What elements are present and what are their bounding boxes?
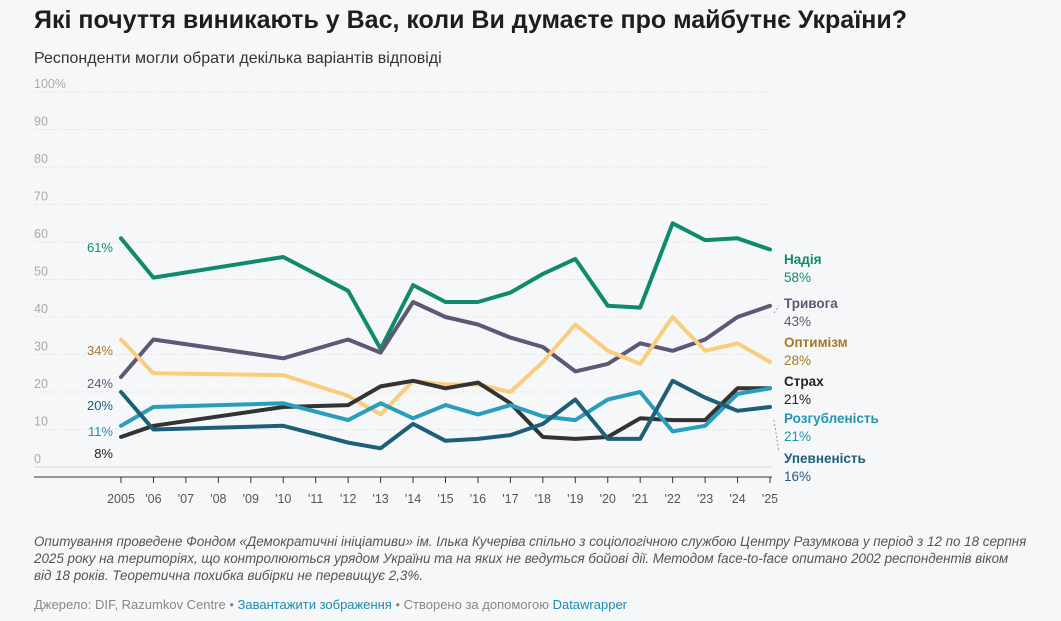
y-tick-label: 80 (34, 152, 48, 166)
start-value-label: 34% (87, 343, 113, 358)
download-image-link[interactable]: Завантажити зображення (237, 597, 392, 612)
x-tick-label: '06 (145, 492, 161, 506)
x-tick-label: '21 (632, 492, 648, 506)
series-name-label: Надія (784, 252, 821, 267)
x-tick-label: '09 (243, 492, 259, 506)
end-value-label: 58% (784, 270, 811, 285)
source-text: Джерело: DIF, Razumkov Centre (34, 597, 226, 612)
start-value-label: 11% (88, 424, 113, 439)
start-value-label: 8% (94, 446, 113, 461)
end-value-label: 21% (784, 429, 811, 444)
series-line (119, 300, 772, 379)
series-name-label: Упевненість (784, 451, 866, 466)
footer-separator: • (391, 597, 404, 612)
x-tick-label: '24 (729, 492, 745, 506)
y-tick-label: 20 (34, 377, 48, 391)
y-tick-label: 70 (34, 190, 48, 204)
x-tick-label: '16 (470, 492, 486, 506)
y-tick-label: 60 (34, 227, 48, 241)
x-tick-label: '10 (275, 492, 291, 506)
x-tick-label: '17 (502, 492, 518, 506)
x-tick-label: '08 (210, 492, 226, 506)
x-tick-label: '07 (178, 492, 194, 506)
end-value-label: 16% (784, 469, 811, 484)
x-tick-label: '19 (567, 492, 583, 506)
y-tick-label: 40 (34, 302, 48, 316)
start-value-label: 61% (87, 240, 113, 255)
series-line (119, 386, 772, 434)
x-tick-label: '20 (600, 492, 616, 506)
x-tick-label: '23 (697, 492, 713, 506)
x-tick-label: '25 (762, 492, 778, 506)
grid-layer: 0 10 20 30 40 50 60 70 80 90 100% 2005 '06 '07 '08 '09 '… (34, 77, 778, 506)
x-tick-label: 2005 (107, 492, 135, 506)
x-tick-label: '13 (372, 492, 388, 506)
series-name-label: Розгубленість (784, 411, 879, 426)
start-value-label: 20% (87, 398, 113, 413)
x-tick-label: '18 (535, 492, 551, 506)
y-tick-label: 10 (34, 415, 48, 429)
x-tick-label: '12 (340, 492, 356, 506)
label-leader-line (773, 305, 780, 314)
x-tick-label: '14 (405, 492, 421, 506)
x-tick-label: '15 (437, 492, 453, 506)
start-value-label: 24% (87, 376, 113, 391)
series-line (119, 315, 772, 417)
series-name-label: Тривога (784, 296, 838, 311)
series-line (119, 221, 772, 351)
series-name-label: Страх (784, 374, 824, 389)
end-value-label: 28% (784, 353, 811, 368)
chart-subtitle: Респонденти могли обрати декілька варіан… (34, 50, 442, 67)
series-name-label: Оптимізм (784, 335, 848, 350)
y-tick-label: 90 (34, 115, 48, 129)
label-layer: 61% Надія 58% 24% Тривога 43% 34% Оптимізм 28% 8%… (87, 240, 879, 484)
y-tick-label: 100% (34, 77, 66, 91)
end-value-label: 21% (784, 392, 811, 407)
label-leader-line (773, 419, 780, 453)
footer-separator: • (225, 597, 238, 612)
chart-footer: Джерело: DIF, Razumkov Centre • Завантаж… (34, 597, 627, 612)
y-tick-label: 50 (34, 265, 48, 279)
x-tick-label: '11 (308, 492, 323, 506)
x-tick-label: '22 (665, 492, 681, 506)
y-tick-label: 0 (34, 452, 41, 466)
end-value-label: 43% (784, 314, 811, 329)
created-with-text: Створено за допомогою (403, 597, 549, 612)
line-layer (119, 221, 772, 451)
series-line (119, 378, 772, 451)
y-tick-label: 30 (34, 340, 48, 354)
methodology-note: Опитування проведене Фондом «Демократичн… (34, 534, 1027, 583)
datawrapper-link[interactable]: Datawrapper (552, 597, 628, 612)
chart-title: Які почуття виникають у Вас, коли Ви дум… (34, 6, 907, 34)
